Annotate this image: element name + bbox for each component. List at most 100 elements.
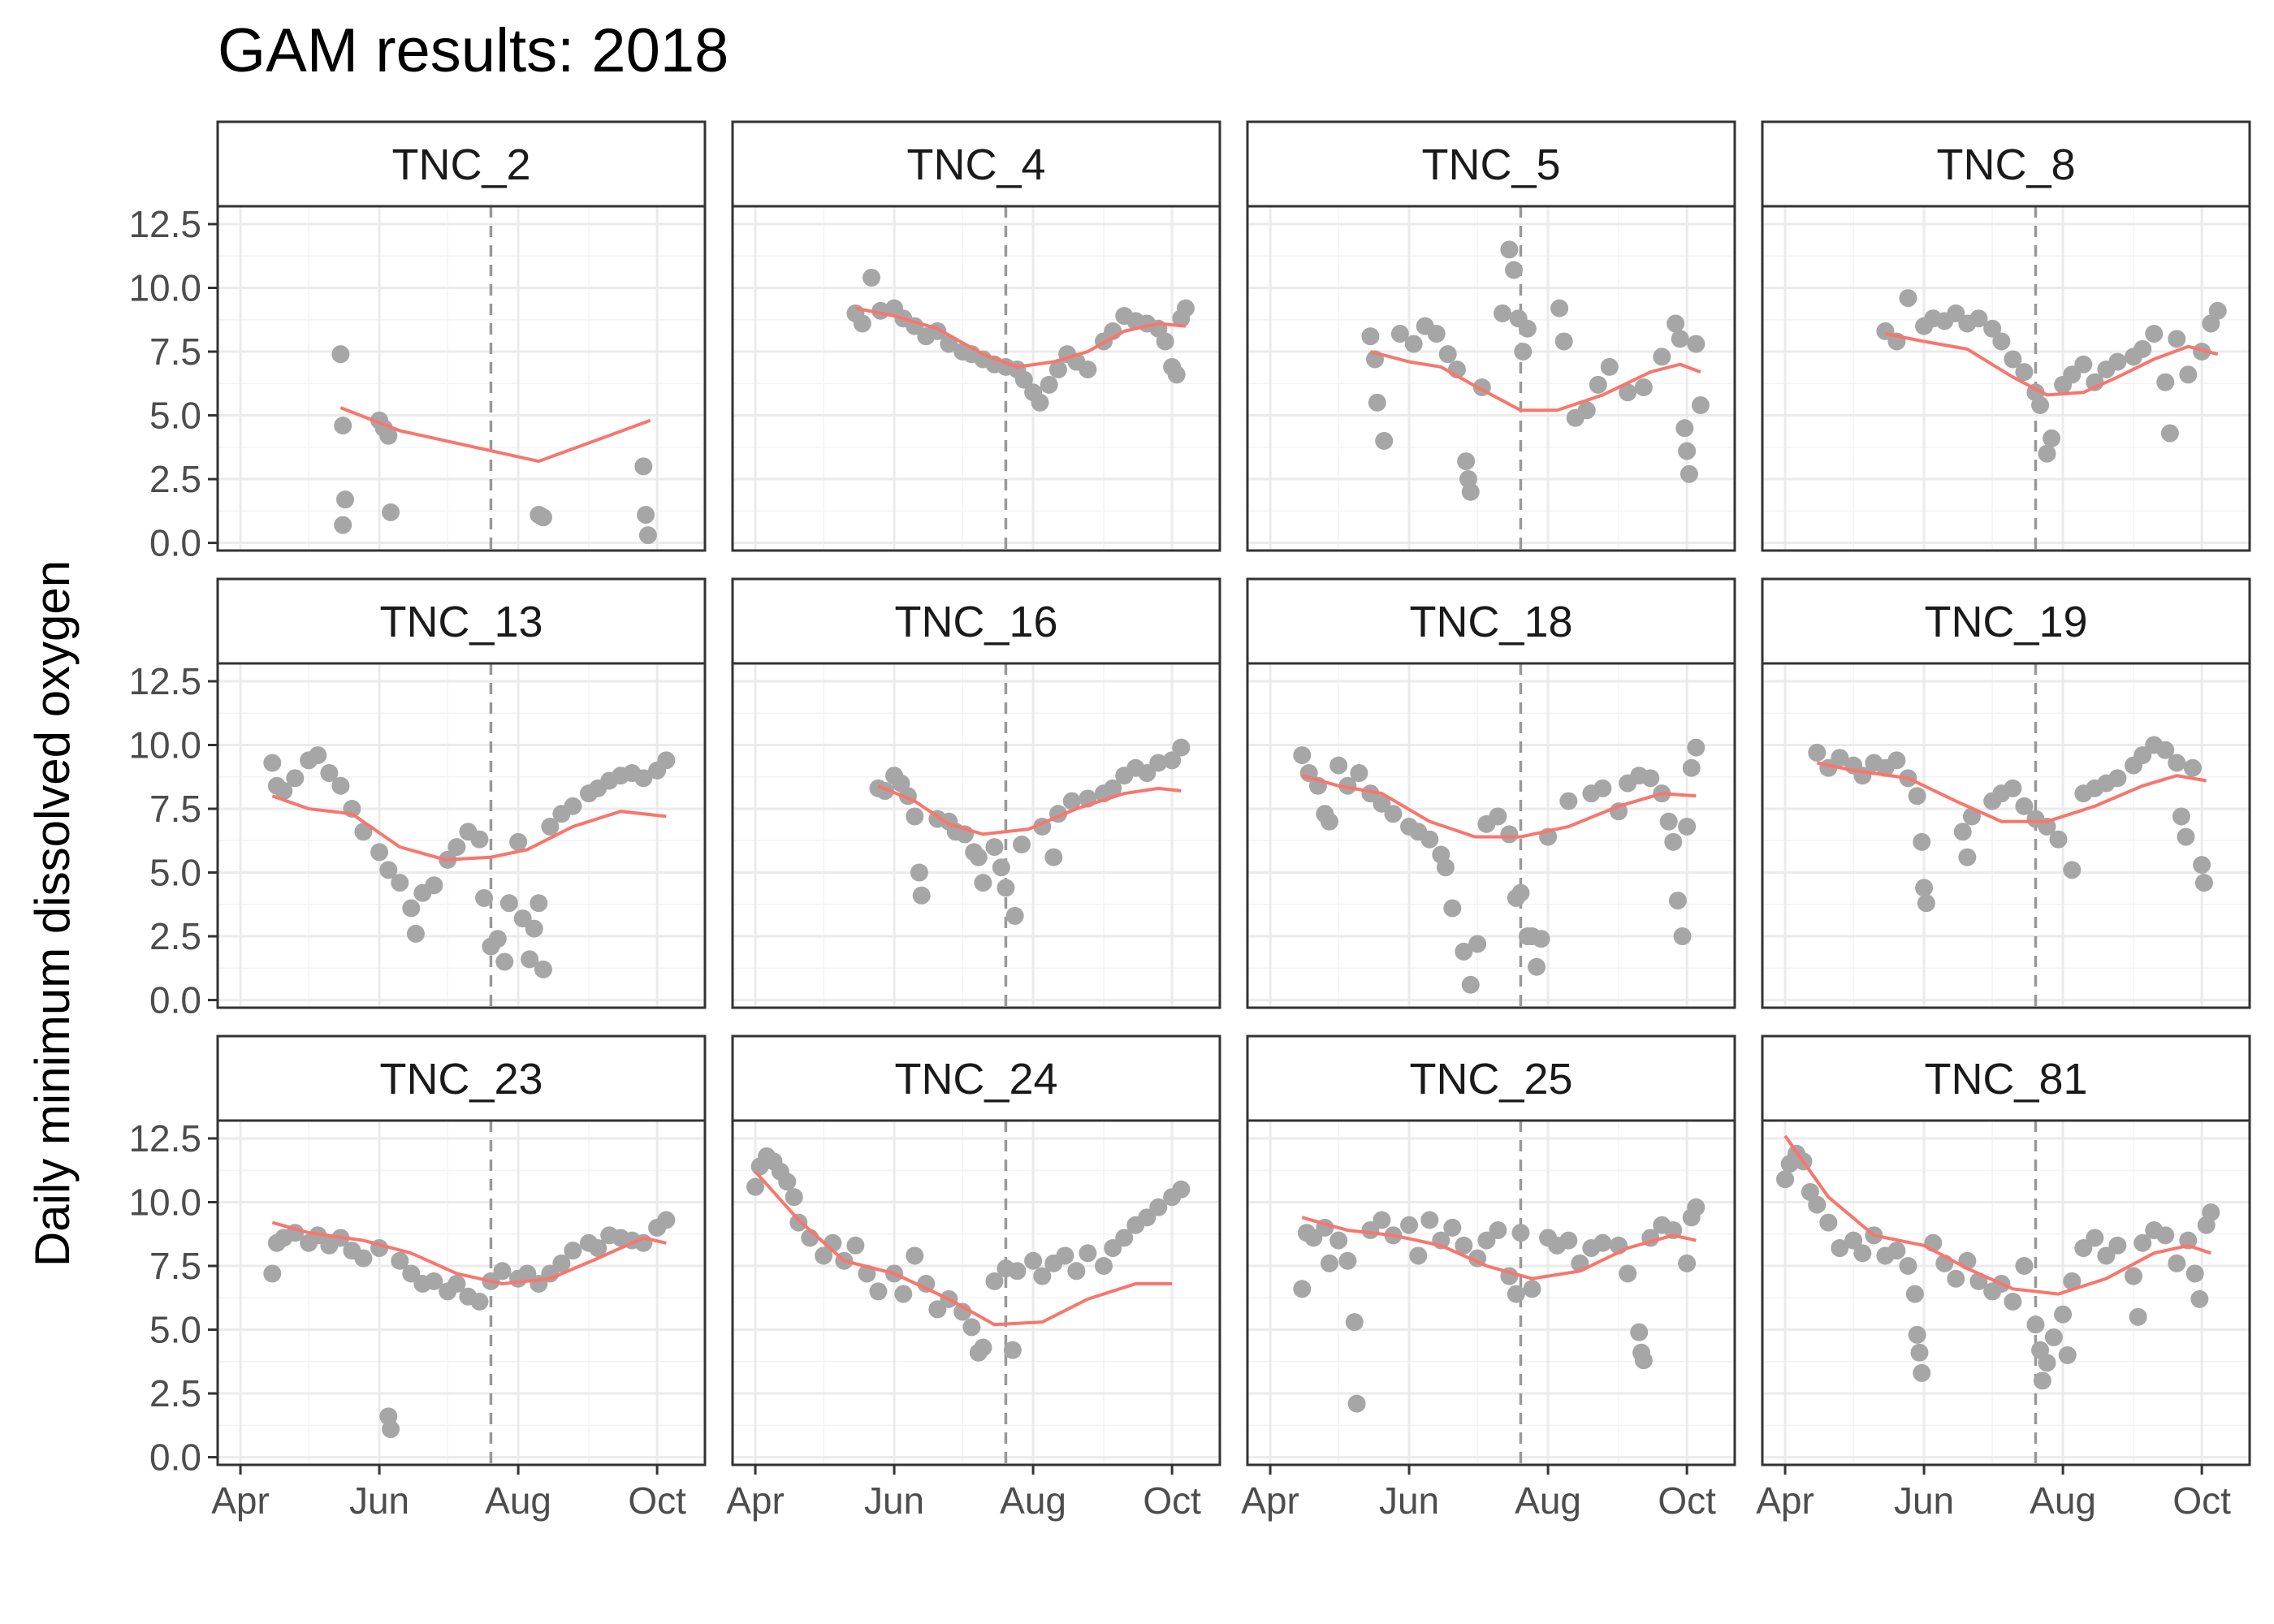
data-point bbox=[2156, 741, 2175, 759]
data-point bbox=[1678, 1254, 1697, 1272]
facet-panel: TNC_2 0.0 2.5 5.0 7.5 10.0 12.5 bbox=[128, 120, 707, 564]
facet-panel: TNC_8 bbox=[1761, 120, 2251, 552]
facet-panel: TNC_25 Apr Jun Aug Oct bbox=[1241, 1034, 1736, 1522]
data-point bbox=[637, 506, 655, 525]
facet-panel: TNC_4 bbox=[731, 120, 1221, 552]
data-point bbox=[1033, 1267, 1052, 1285]
data-point bbox=[1992, 332, 2011, 351]
data-point bbox=[1368, 393, 1386, 412]
data-point bbox=[1600, 357, 1619, 376]
data-point bbox=[1678, 818, 1697, 836]
data-point bbox=[1687, 1198, 1706, 1216]
data-point bbox=[2172, 807, 2190, 826]
data-point bbox=[2183, 758, 2202, 777]
data-point bbox=[513, 909, 532, 928]
data-point bbox=[509, 832, 528, 851]
facet-strip bbox=[216, 120, 707, 208]
data-point bbox=[2156, 1226, 2175, 1245]
data-point bbox=[1947, 1269, 1965, 1288]
data-point bbox=[2015, 797, 2034, 815]
data-point bbox=[564, 1242, 582, 1260]
data-point bbox=[1675, 419, 1694, 438]
data-point bbox=[1682, 758, 1701, 777]
data-point bbox=[1062, 792, 1081, 810]
data-point bbox=[379, 861, 398, 879]
data-point bbox=[1550, 299, 1569, 317]
data-point bbox=[2168, 1254, 2186, 1272]
data-point bbox=[1455, 1236, 1473, 1255]
facet-strip-label: TNC_8 bbox=[1936, 140, 2075, 189]
data-point bbox=[2044, 1328, 2063, 1346]
data-point bbox=[2125, 1267, 2143, 1285]
data-point bbox=[382, 1420, 400, 1439]
data-point bbox=[1172, 1180, 1191, 1199]
facet-strip-label: TNC_23 bbox=[379, 1055, 543, 1104]
data-point bbox=[382, 503, 400, 521]
facet-panel: TNC_5 bbox=[1246, 120, 1736, 552]
data-point bbox=[815, 1246, 833, 1265]
data-point bbox=[447, 838, 466, 857]
data-point bbox=[1438, 345, 1457, 364]
data-point bbox=[1347, 1394, 1366, 1413]
data-point bbox=[1593, 779, 1612, 797]
data-point bbox=[778, 1173, 797, 1191]
facet-strip bbox=[1246, 1034, 1736, 1122]
gam-fit-line bbox=[754, 1170, 1173, 1327]
data-point bbox=[470, 1292, 489, 1311]
data-point bbox=[2133, 1233, 2152, 1252]
plot-background bbox=[1762, 1121, 2250, 1465]
facet-panel: TNC_19 bbox=[1761, 577, 2251, 1009]
data-point bbox=[1079, 1244, 1097, 1263]
facet-panel: TNC_24 Apr Jun Aug Oct bbox=[726, 1034, 1221, 1522]
x-tick-label: Aug bbox=[1000, 1479, 1066, 1522]
data-point bbox=[470, 830, 489, 849]
plot-background bbox=[1247, 206, 1735, 551]
data-point bbox=[1577, 401, 1596, 420]
facet-strip-label: TNC_13 bbox=[379, 598, 543, 646]
data-point bbox=[1138, 764, 1156, 783]
facet-strip-label: TNC_25 bbox=[1409, 1055, 1572, 1104]
data-point bbox=[1345, 1313, 1364, 1332]
data-point bbox=[1593, 1233, 1612, 1252]
data-point bbox=[634, 457, 653, 476]
data-point bbox=[320, 764, 339, 783]
y-tick-label: 2.5 bbox=[149, 915, 201, 957]
facet-panel: TNC_13 0.0 2.5 5.0 7.5 10.0 12.5 bbox=[128, 577, 707, 1021]
data-point bbox=[402, 899, 421, 918]
panel-border bbox=[216, 662, 707, 1009]
data-point bbox=[1634, 1351, 1653, 1370]
data-point bbox=[2156, 373, 2175, 391]
data-point bbox=[1420, 1211, 1439, 1229]
data-point bbox=[2038, 444, 2056, 463]
facet-strip bbox=[1761, 120, 2251, 208]
data-point bbox=[1044, 848, 1063, 866]
data-point bbox=[1443, 899, 1462, 918]
panel-border bbox=[1761, 1119, 2251, 1466]
data-point bbox=[2063, 861, 2082, 879]
data-point bbox=[2063, 1272, 2082, 1290]
data-point bbox=[521, 950, 539, 969]
x-tick-label: Jun bbox=[1379, 1479, 1439, 1522]
data-point bbox=[1455, 942, 1473, 961]
y-tick-label: 12.5 bbox=[128, 203, 201, 245]
data-point bbox=[1532, 930, 1550, 948]
data-point bbox=[869, 1282, 888, 1301]
y-tick-label: 0.0 bbox=[149, 979, 201, 1021]
data-point bbox=[1678, 442, 1697, 460]
data-point bbox=[2168, 330, 2186, 348]
data-point bbox=[894, 1285, 913, 1303]
data-point bbox=[1003, 1341, 1022, 1359]
gam-fit-line bbox=[1783, 1134, 2211, 1296]
data-point bbox=[1908, 1325, 1926, 1344]
gam-fit-line bbox=[271, 794, 667, 862]
data-point bbox=[1500, 825, 1519, 844]
data-point bbox=[406, 924, 425, 943]
data-point bbox=[564, 797, 582, 815]
data-point bbox=[1630, 1323, 1649, 1341]
data-point bbox=[1653, 348, 1671, 366]
y-axis-label: Daily minimum dissolved oxygen bbox=[25, 560, 80, 1267]
data-point bbox=[488, 930, 507, 948]
data-point bbox=[1176, 299, 1195, 317]
data-point bbox=[1079, 361, 1097, 379]
data-point bbox=[1668, 892, 1687, 910]
